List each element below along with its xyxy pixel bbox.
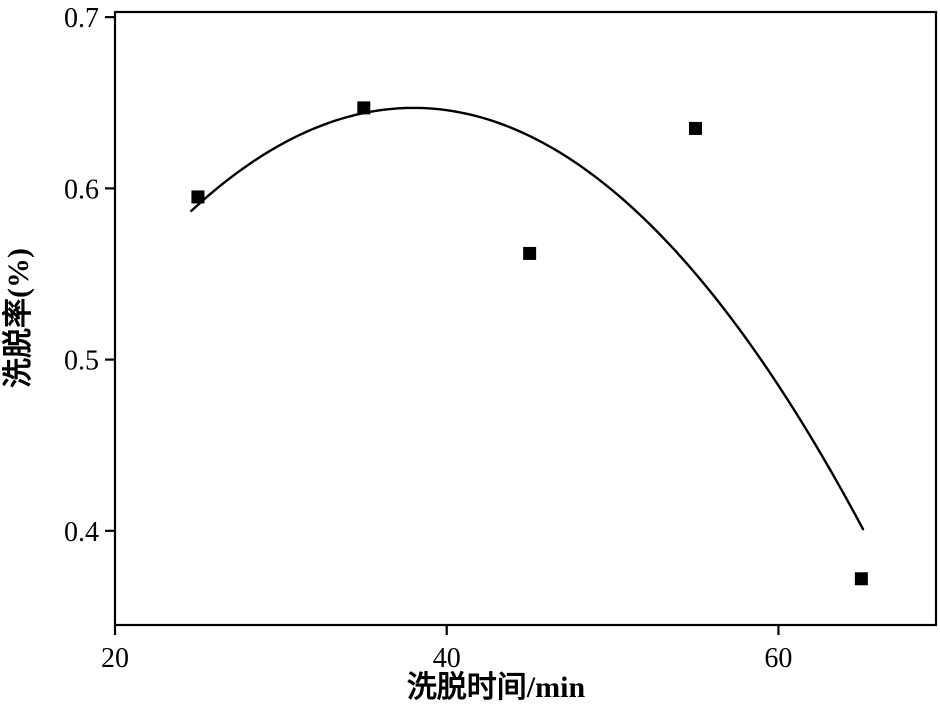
x-axis-label: 洗脱时间/min [407, 671, 586, 704]
x-tick-label: 60 [764, 643, 792, 674]
data-point [357, 101, 371, 115]
data-point [854, 572, 868, 586]
y-tick-label: 0.4 [64, 517, 99, 548]
fit-curve [190, 106, 865, 531]
y-axis-label: 洗脱率(%) [2, 248, 35, 388]
data-point [523, 246, 537, 260]
data-point [191, 190, 205, 204]
x-tick-label: 20 [101, 643, 129, 674]
y-tick-label: 0.5 [64, 346, 99, 377]
y-tick-label: 0.7 [64, 3, 99, 34]
x-tick-label: 40 [433, 643, 461, 674]
y-tick-label: 0.6 [64, 174, 99, 205]
plot-frame [113, 10, 938, 627]
data-point [689, 121, 703, 135]
